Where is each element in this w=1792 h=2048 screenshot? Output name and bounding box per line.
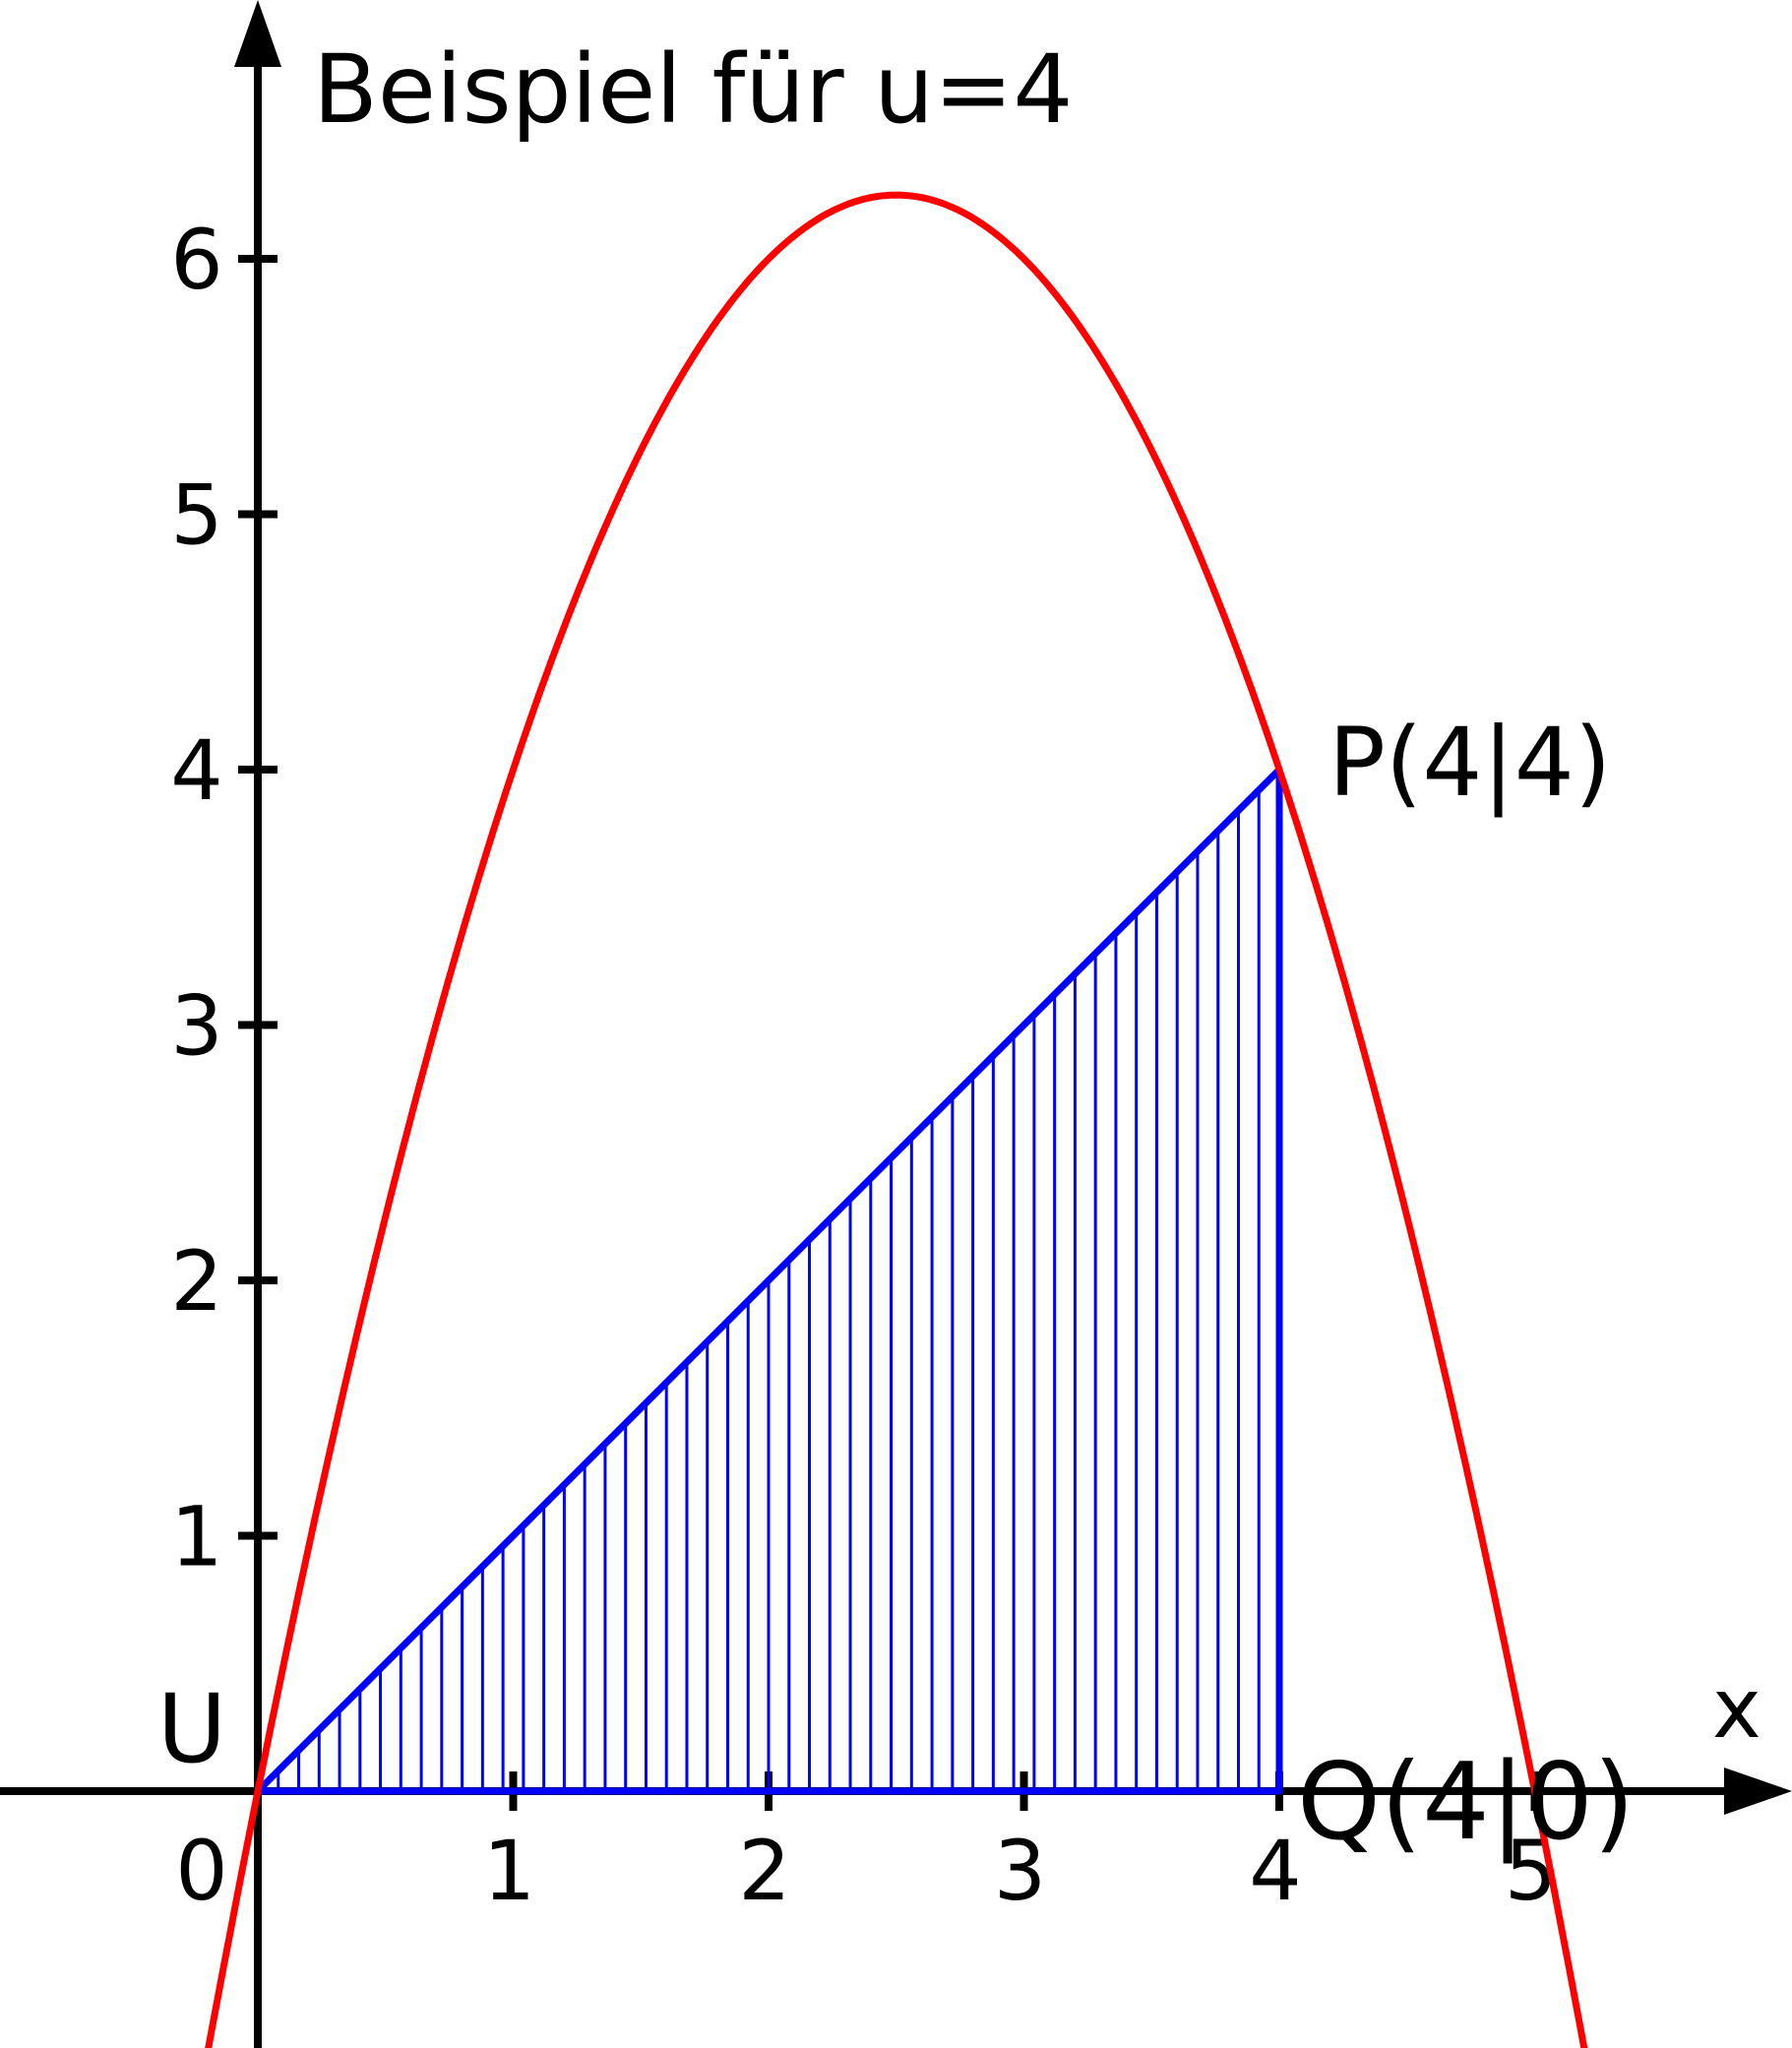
y-tick-label: 4 xyxy=(170,722,222,819)
y-tick-label: 6 xyxy=(170,212,222,308)
x-tick-label: 2 xyxy=(738,1823,790,1919)
x-tick-label: 4 xyxy=(1249,1823,1301,1919)
chart-title: Beispiel für u=4 xyxy=(313,34,1073,145)
x-tick-label: 3 xyxy=(994,1823,1046,1919)
point-q-label: Q(4|0) xyxy=(1297,1741,1635,1864)
triangle-hatching xyxy=(277,789,1261,1791)
x-axis-arrow xyxy=(1724,1768,1792,1815)
parabola-curve xyxy=(205,191,1588,2048)
triangle-upq xyxy=(254,766,1283,1795)
y-axis-arrow xyxy=(234,0,281,67)
point-u-label: U xyxy=(157,1674,226,1784)
point-p-label: P(4|4) xyxy=(1329,708,1611,819)
x-axis-label: x xyxy=(1712,1660,1761,1757)
y-tick-label: 2 xyxy=(170,1233,222,1330)
y-axis-ticks: 1 2 3 4 5 6 xyxy=(170,212,278,1585)
y-tick-label: 3 xyxy=(170,978,222,1075)
y-tick-label: 1 xyxy=(170,1489,222,1585)
x-tick-label: 1 xyxy=(483,1823,535,1919)
y-tick-label: 5 xyxy=(170,467,222,564)
origin-label: 0 xyxy=(175,1823,227,1919)
